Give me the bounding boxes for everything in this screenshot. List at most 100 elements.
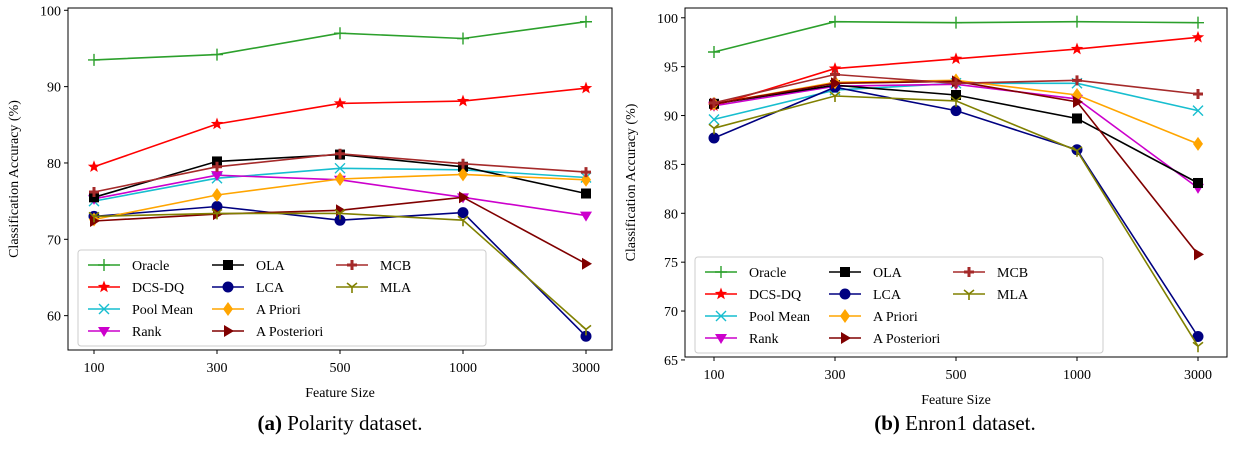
- data-point-pool-mean: [1192, 105, 1204, 117]
- data-point-lca: [334, 214, 346, 226]
- y-tick-label: 80: [664, 207, 678, 222]
- x-axis-label: Feature Size: [305, 386, 375, 401]
- data-point-mcb: [1193, 89, 1203, 100]
- x-axis-label: Feature Size: [921, 393, 991, 408]
- data-point-a-priori: [212, 188, 222, 203]
- legend-item-mcb: MCB: [953, 266, 1028, 281]
- data-point-dcs-dq: [1191, 30, 1205, 43]
- data-point-ola: [581, 188, 591, 199]
- legend-label: A Posteriori: [256, 325, 323, 340]
- data-point-a-posteriori: [582, 257, 592, 270]
- legend-label: DCS-DQ: [132, 281, 184, 296]
- legend-item-a-priori: A Priori: [829, 309, 918, 325]
- series-mla: [88, 208, 592, 336]
- data-point-oracle: [950, 16, 962, 29]
- x-tick-label: 3000: [572, 361, 600, 376]
- data-point-dcs-dq: [333, 96, 347, 109]
- chart-polarity: 60 70 80 90 100 100 300 500 1000 3000 Feature Size…: [7, 4, 613, 435]
- legend-label: LCA: [256, 281, 285, 296]
- legend-marker: [223, 302, 233, 316]
- legend-marker: [222, 281, 234, 293]
- legend-item-dcs-dq: DCS-DQ: [705, 287, 801, 303]
- legend-label: MLA: [380, 281, 412, 296]
- data-point-a-priori: [335, 172, 345, 186]
- y-tick-label: 100: [657, 12, 678, 27]
- data-point-oracle: [1192, 16, 1204, 29]
- data-point-oracle: [580, 15, 592, 28]
- data-point-a-posteriori: [1073, 95, 1083, 108]
- legend-label: Pool Mean: [749, 310, 810, 325]
- legend-item-ola: OLA: [212, 259, 286, 274]
- legend-marker: [98, 259, 110, 271]
- data-point-lca: [950, 105, 962, 117]
- legend-box: [694, 256, 1104, 354]
- y-tick-label: 95: [664, 61, 678, 76]
- data-point-rank: [211, 171, 223, 182]
- data-point-a-posteriori: [831, 77, 841, 90]
- legend-item-oracle: Oracle: [88, 259, 169, 274]
- caption-label: (b): [874, 411, 900, 435]
- data-point-pool-mean: [334, 162, 346, 174]
- data-point-dcs-dq: [949, 52, 963, 65]
- legend-label: MCB: [997, 266, 1028, 281]
- legend-marker: [223, 260, 233, 270]
- y-tick-label: 80: [47, 157, 61, 172]
- legend-label: A Priori: [256, 303, 301, 318]
- data-point-mcb: [1072, 75, 1082, 86]
- y-axis-label: Classification Accuracy (%): [7, 100, 22, 258]
- legend-item-mcb: MCB: [336, 259, 411, 274]
- data-point-dcs-dq: [579, 81, 593, 94]
- data-point-oracle: [211, 48, 223, 61]
- legend-label: Rank: [132, 325, 162, 340]
- data-point-lca: [457, 207, 469, 219]
- data-point-mcb: [709, 97, 719, 108]
- data-point-mla: [457, 215, 469, 227]
- legend-item-lca: LCA: [212, 281, 285, 296]
- x-tick-label: 500: [946, 368, 967, 383]
- legend-marker: [224, 325, 234, 337]
- data-point-ola: [1193, 177, 1203, 188]
- data-point-lca: [708, 132, 720, 144]
- legend-item-mla: MLA: [336, 281, 412, 296]
- data-point-mla: [580, 324, 592, 336]
- series-mcb: [709, 69, 1203, 108]
- data-point-lca: [1192, 330, 1204, 342]
- legend-label: MCB: [380, 259, 411, 274]
- data-point-dcs-dq: [456, 94, 470, 107]
- legend-label: OLA: [256, 259, 286, 274]
- y-tick-label: 100: [40, 4, 61, 19]
- data-point-oracle: [88, 53, 100, 66]
- data-point-mcb: [830, 69, 840, 80]
- data-point-mcb: [335, 148, 345, 159]
- data-point-mla: [1192, 341, 1204, 353]
- data-point-a-priori: [581, 172, 591, 187]
- data-point-mcb: [581, 167, 591, 178]
- data-point-mla: [88, 211, 100, 223]
- y-tick-label: 90: [47, 81, 61, 96]
- y-tick-label: 70: [47, 233, 61, 248]
- legend-item-oracle: Oracle: [705, 266, 786, 281]
- figure-caption: (a) Polarity dataset.: [257, 411, 422, 435]
- legend-marker: [963, 289, 975, 300]
- legend-item-a-posteriori: A Posteriori: [829, 332, 940, 347]
- legend-item-dcs-dq: DCS-DQ: [88, 280, 184, 296]
- data-point-dcs-dq: [87, 160, 101, 173]
- legend-item-pool-mean: Pool Mean: [705, 310, 810, 325]
- legend: Oracle DCS-DQ Pool Mean Rank OLA LCA A Priori A…: [77, 249, 487, 347]
- legend-marker: [715, 310, 727, 322]
- data-point-mla: [950, 96, 962, 107]
- legend-marker: [347, 260, 357, 270]
- y-tick-label: 85: [664, 158, 678, 173]
- legend-marker: [964, 267, 974, 277]
- x-tick-label: 300: [207, 361, 228, 376]
- x-tick-label: 100: [704, 368, 725, 383]
- caption-label: (a): [257, 411, 282, 435]
- series-ola: [709, 80, 1203, 188]
- data-point-ola: [212, 156, 222, 167]
- data-point-dcs-dq: [210, 117, 224, 130]
- data-point-mla: [829, 91, 841, 102]
- y-tick-label: 75: [664, 256, 678, 271]
- legend-marker: [841, 332, 851, 344]
- legend-label: Rank: [749, 332, 779, 347]
